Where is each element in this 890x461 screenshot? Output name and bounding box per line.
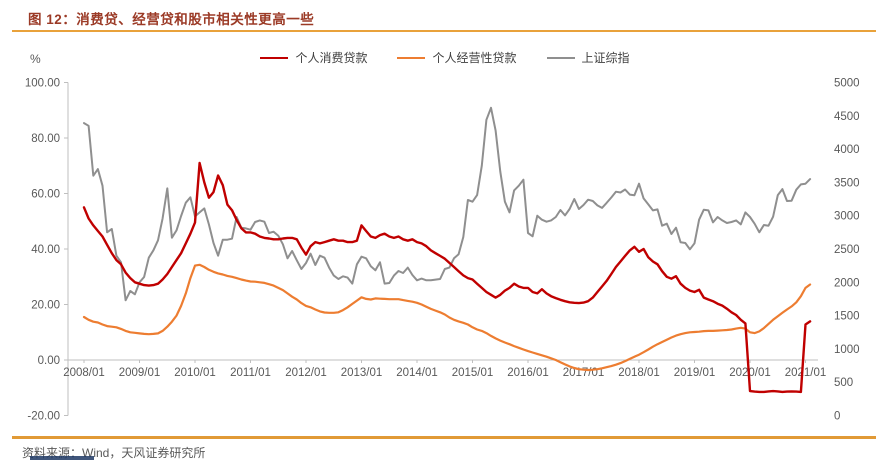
right-axis-tick-label: 5000 <box>834 78 860 90</box>
y-axis-tick-label: 60.00 <box>31 189 60 201</box>
y-axis-tick-label: 100.00 <box>25 78 60 90</box>
legend-label-business-loan: 个人经营性贷款 <box>432 51 517 65</box>
right-axis-tick-label: 4000 <box>834 144 860 156</box>
y-axis-tick-label: 40.00 <box>31 244 60 256</box>
x-axis-tick-label: 2016/01 <box>507 367 549 379</box>
legend-label-consumer-loan: 个人消费贷款 <box>295 51 368 65</box>
title-divider <box>12 30 876 32</box>
right-axis-tick-label: 1000 <box>834 344 860 356</box>
right-axis-tick-label: 2500 <box>834 244 860 256</box>
legend-swatch-sse-index <box>546 56 575 59</box>
y-axis-tick-label: 80.00 <box>31 133 60 145</box>
right-axis-tick-label: 500 <box>834 377 853 389</box>
series-line-business-loan <box>82 263 812 372</box>
x-axis-tick-label: 2018/01 <box>618 367 660 379</box>
right-axis-tick-label: 2000 <box>834 277 860 289</box>
right-axis-tick-label: 1500 <box>834 311 860 323</box>
footer-divider <box>12 436 876 439</box>
x-axis-tick-label: 2012/01 <box>285 367 327 379</box>
x-axis-tick-label: 2019/01 <box>674 367 716 379</box>
x-axis-tick-label: 2021/01 <box>785 367 827 379</box>
x-axis-tick-label: 2008/01 <box>63 367 105 379</box>
series-line-consumer-loan <box>82 161 812 394</box>
y-axis-tick-label: 0.00 <box>38 355 60 367</box>
x-axis-tick-label: 2011/01 <box>230 367 271 379</box>
legend-swatch-consumer-loan <box>260 56 289 59</box>
x-axis-tick-label: 2014/01 <box>396 367 438 379</box>
left-axis-unit: % <box>30 52 41 66</box>
chart-legend: 个人消费贷款 个人经营性贷款 上证综指 <box>0 49 890 66</box>
x-axis-tick-label: 2020/01 <box>729 367 771 379</box>
x-axis-tick-label: 2009/01 <box>119 367 161 379</box>
x-axis-tick-label: 2013/01 <box>341 367 383 379</box>
right-axis-tick-label: 0 <box>834 411 840 423</box>
legend-item-sse-index: 上证综指 <box>546 49 630 66</box>
right-axis-tick-label: 3000 <box>834 211 860 223</box>
x-axis-tick-label: 2015/01 <box>452 367 494 379</box>
legend-label-sse-index: 上证综指 <box>581 51 630 65</box>
page-footer-bar <box>30 456 94 460</box>
figure-title: 图 12：消费贷、经营贷和股市相关性更高一些 <box>28 12 315 27</box>
x-axis-tick-label: 2010/01 <box>174 367 216 379</box>
legend-swatch-business-loan <box>397 56 426 59</box>
legend-item-business-loan: 个人经营性贷款 <box>397 49 517 66</box>
series-line-sse-index <box>83 106 812 302</box>
y-axis-tick-label: 20.00 <box>31 300 60 312</box>
y-axis-tick-label: -20.00 <box>27 411 60 423</box>
legend-item-consumer-loan: 个人消费贷款 <box>260 49 367 66</box>
right-axis-tick-label: 4500 <box>834 111 860 123</box>
right-axis-tick-label: 3500 <box>834 177 860 189</box>
